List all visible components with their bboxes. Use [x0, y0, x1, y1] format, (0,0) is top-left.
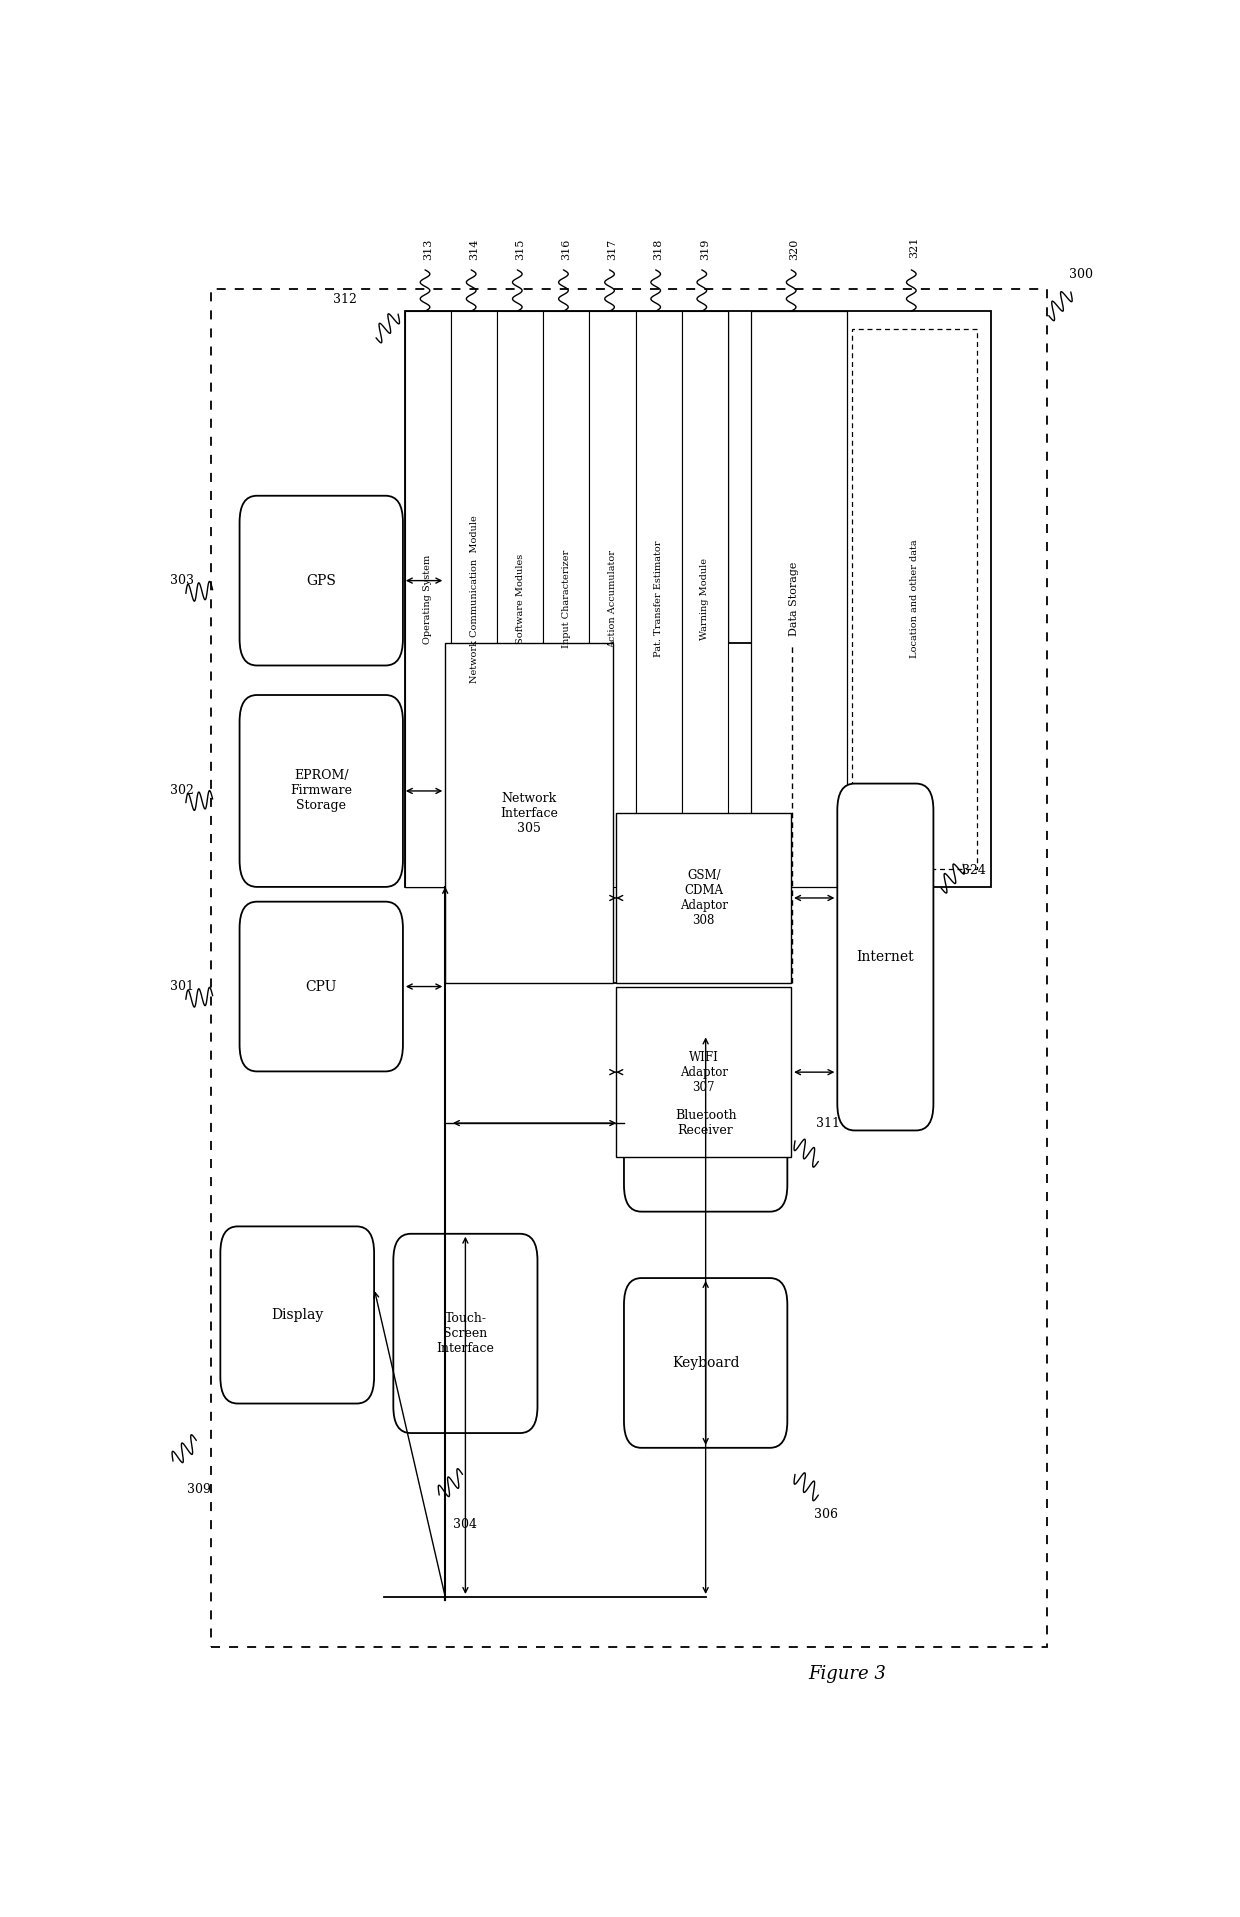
Text: Internet: Internet [857, 951, 914, 964]
Text: 312: 312 [334, 293, 357, 307]
Text: 309: 309 [187, 1482, 211, 1495]
Text: Network Communication  Module: Network Communication Module [470, 516, 479, 682]
Text: 316: 316 [562, 238, 572, 261]
Bar [751, 311, 847, 888]
FancyBboxPatch shape [624, 1279, 787, 1447]
FancyBboxPatch shape [239, 696, 403, 888]
Text: Figure 3: Figure 3 [808, 1664, 885, 1683]
Text: Keyboard: Keyboard [672, 1355, 739, 1371]
Text: 301: 301 [170, 980, 193, 993]
Text: 314: 314 [469, 238, 479, 261]
Bar [682, 311, 728, 888]
Text: Network
Interface
305: Network Interface 305 [501, 792, 558, 834]
Bar [589, 311, 635, 888]
Text: Operating System: Operating System [423, 554, 433, 644]
FancyBboxPatch shape [837, 784, 934, 1131]
Text: Display: Display [272, 1307, 324, 1323]
Text: Pat. Transfer Estimator: Pat. Transfer Estimator [653, 541, 663, 658]
Text: 321: 321 [909, 238, 919, 259]
FancyBboxPatch shape [624, 1035, 787, 1212]
Text: CPU: CPU [305, 980, 337, 993]
FancyBboxPatch shape [239, 901, 403, 1072]
Text: Location and other data: Location and other data [910, 541, 919, 658]
Text: Data Storage: Data Storage [789, 562, 799, 636]
Text: Software Modules: Software Modules [516, 554, 525, 644]
Bar [404, 311, 728, 888]
Text: 315: 315 [515, 238, 526, 261]
Text: Touch-
Screen
Interface: Touch- Screen Interface [436, 1311, 495, 1355]
FancyBboxPatch shape [239, 497, 403, 665]
Bar [497, 311, 543, 888]
Bar [616, 987, 791, 1158]
Bar [616, 813, 791, 983]
Text: 320: 320 [789, 238, 799, 261]
Text: 304: 304 [454, 1518, 477, 1532]
Text: 303: 303 [170, 573, 193, 587]
FancyBboxPatch shape [221, 1227, 374, 1403]
Text: WIFI
Adaptor
307: WIFI Adaptor 307 [680, 1051, 728, 1095]
Text: 319: 319 [699, 238, 709, 261]
Text: 306: 306 [813, 1509, 838, 1520]
Text: 313: 313 [423, 238, 433, 261]
Text: 300: 300 [1069, 268, 1094, 280]
Bar [635, 311, 682, 888]
Bar [451, 311, 497, 888]
Text: Input Characterizer: Input Characterizer [562, 550, 570, 648]
Text: Action Accumulator: Action Accumulator [608, 550, 618, 648]
Text: GSM/
CDMA
Adaptor
308: GSM/ CDMA Adaptor 308 [680, 868, 728, 928]
Text: 302: 302 [170, 784, 193, 797]
Text: 324: 324 [962, 865, 986, 876]
Text: EPROM/
Firmware
Storage: EPROM/ Firmware Storage [290, 769, 352, 813]
Text: GPS: GPS [306, 573, 336, 589]
Bar [445, 644, 614, 983]
Text: Warning Module: Warning Module [701, 558, 709, 640]
Bar [404, 311, 991, 888]
Text: 317: 317 [608, 238, 618, 261]
Bar [445, 644, 789, 983]
Bar [543, 311, 589, 888]
Text: Bluetooth
Receiver: Bluetooth Receiver [675, 1110, 737, 1137]
Text: 311: 311 [816, 1116, 839, 1129]
Bar [852, 330, 977, 868]
Bar [404, 311, 451, 888]
Text: 318: 318 [653, 238, 663, 261]
FancyBboxPatch shape [393, 1235, 537, 1434]
